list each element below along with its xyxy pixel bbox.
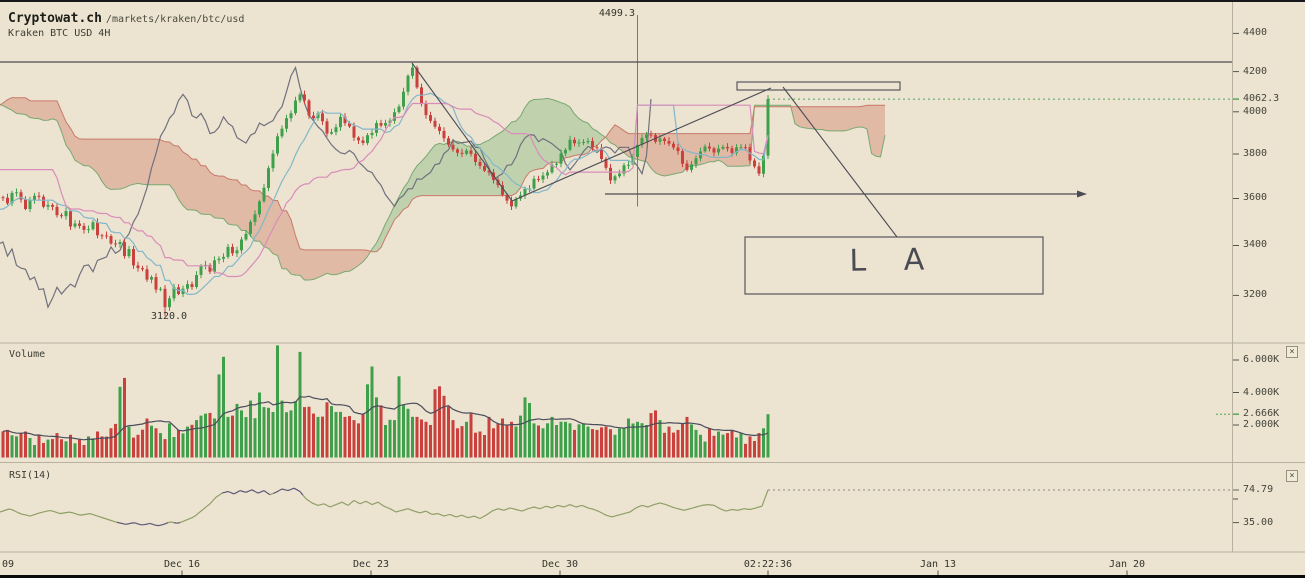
- rsi-tick-label: 35.00: [1243, 517, 1274, 528]
- rsi-close-button[interactable]: ×: [1286, 470, 1298, 482]
- current-price-label: 4062.3: [1243, 93, 1280, 104]
- price-tick-label: 3800: [1243, 147, 1268, 159]
- rectangle-annotation[interactable]: [736, 81, 901, 91]
- trendline-annotation-2[interactable]: [782, 86, 898, 238]
- high-price-annotation: 4499.3: [598, 8, 635, 19]
- price-panel: [0, 15, 886, 317]
- window-bottom-border: [0, 575, 1305, 578]
- price-tick-label: 3400: [1243, 239, 1268, 251]
- header: Cryptowat.ch/markets/kraken/btc/usd: [8, 7, 244, 26]
- annotation-label[interactable]: L A: [849, 242, 939, 279]
- time-tick-label: Dec 16: [163, 559, 201, 570]
- volume-panel-label: Volume: [9, 349, 46, 360]
- drawing-annotations[interactable]: [0, 61, 1232, 295]
- panel-frame: [0, 2, 1305, 553]
- volume-ma-line: [2, 395, 769, 441]
- current-rsi-label: 74.79: [1243, 484, 1274, 495]
- time-tick-label: Dec 30: [541, 559, 579, 570]
- rsi-panel-label: RSI(14): [9, 470, 52, 481]
- volume-tick-label: 2.000K: [1243, 419, 1280, 430]
- price-tick-label: 4200: [1243, 65, 1268, 77]
- trendline-annotation-1[interactable]: [511, 87, 772, 202]
- volume-bars: [1, 345, 770, 458]
- price-tick-label: 4400: [1243, 27, 1268, 39]
- kijun-line: [0, 102, 769, 278]
- rsi-line: [0, 487, 769, 527]
- site-title-link[interactable]: Cryptowat.ch: [8, 11, 102, 26]
- trendline-annotation-0[interactable]: [411, 62, 513, 202]
- price-tick-label: 4000: [1243, 105, 1268, 117]
- low-price-annotation: 3120.0: [150, 311, 188, 322]
- label-box-annotation[interactable]: [744, 236, 1044, 295]
- senkou-b-line: [0, 97, 885, 253]
- price-tick-label: 3600: [1243, 192, 1268, 204]
- time-tick-label: Jan 13: [919, 559, 957, 570]
- volume-tick-label: 4.000K: [1243, 386, 1280, 398]
- senkou-a-line: [0, 97, 886, 281]
- time-tick-label: 02:22:36: [743, 559, 793, 570]
- price-tick-label: 3200: [1243, 289, 1268, 301]
- time-tick-label: Dec 23: [352, 559, 390, 570]
- close-icon: ×: [1289, 346, 1295, 357]
- current-volume-label: 2.666K: [1243, 408, 1280, 419]
- volume-close-button[interactable]: ×: [1286, 346, 1298, 358]
- chikou-line: [0, 65, 652, 309]
- volume-tick-label: 6.000K: [1243, 354, 1280, 365]
- time-tick-label: Jan 20: [1108, 559, 1146, 570]
- arrowhead-icon: [1077, 190, 1087, 198]
- close-icon: ×: [1289, 470, 1295, 481]
- market-label: Kraken BTC USD 4H: [8, 28, 111, 39]
- ichimoku-cloud: [0, 97, 886, 281]
- market-path: /markets/kraken/btc/usd: [105, 14, 245, 25]
- window-top-border: [0, 0, 1305, 2]
- time-tick-label: 09: [1, 559, 15, 570]
